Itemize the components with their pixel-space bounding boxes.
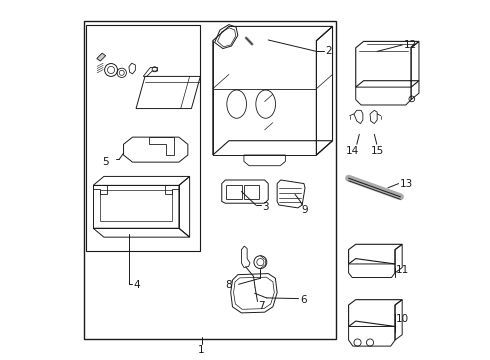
Text: 1: 1	[198, 345, 205, 355]
Text: 3: 3	[262, 202, 269, 212]
Text: 8: 8	[225, 280, 231, 291]
Text: 2: 2	[325, 46, 332, 57]
Text: 11: 11	[396, 265, 409, 275]
Text: 12: 12	[404, 40, 417, 50]
Bar	[86, 24, 200, 251]
Text: 5: 5	[102, 157, 109, 167]
Bar	[226, 185, 242, 199]
Text: 7: 7	[258, 301, 265, 311]
Text: 10: 10	[396, 314, 409, 324]
Text: 15: 15	[370, 147, 384, 157]
Polygon shape	[97, 53, 106, 61]
Bar	[100, 190, 172, 221]
Bar	[244, 185, 259, 199]
Text: 4: 4	[134, 280, 140, 291]
Text: 6: 6	[300, 295, 307, 305]
Bar	[83, 21, 336, 339]
Text: 13: 13	[400, 179, 413, 189]
Text: 9: 9	[301, 205, 308, 215]
Text: 14: 14	[345, 147, 359, 157]
